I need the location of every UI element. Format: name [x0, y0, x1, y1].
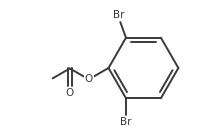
Text: O: O — [85, 74, 93, 84]
Text: O: O — [66, 88, 74, 98]
Text: Br: Br — [120, 117, 132, 127]
Text: Br: Br — [113, 10, 125, 20]
